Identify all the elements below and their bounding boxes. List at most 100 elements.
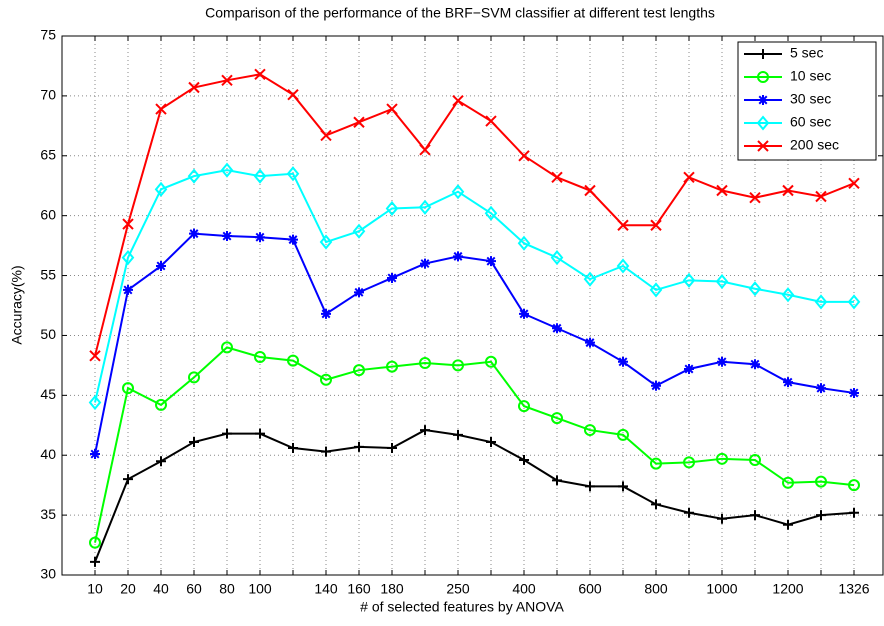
x-tick-label: 400 — [512, 581, 536, 597]
data-point — [552, 323, 562, 334]
y-tick-label: 35 — [40, 506, 56, 522]
x-tick-label: 600 — [578, 581, 602, 597]
data-point — [683, 171, 695, 184]
data-point — [485, 115, 497, 127]
legend-label: 30 sec — [790, 91, 831, 107]
data-point — [222, 428, 232, 439]
data-point — [552, 475, 562, 486]
data-point — [385, 200, 399, 217]
data-point — [617, 219, 629, 231]
data-point — [519, 455, 529, 466]
data-point — [255, 232, 265, 243]
data-point — [155, 398, 167, 411]
legend-label: 200 sec — [790, 137, 839, 153]
x-axis-label: # of selected features by ANOVA — [360, 599, 564, 615]
data-point — [155, 103, 167, 115]
data-point — [188, 371, 200, 384]
data-point — [749, 191, 761, 204]
data-point — [849, 387, 859, 398]
y-tick-label: 45 — [40, 386, 56, 402]
y-tick-label: 50 — [40, 326, 56, 342]
chart-title: Comparison of the performance of the BRF… — [205, 5, 715, 21]
data-point — [387, 272, 397, 283]
data-point — [781, 287, 795, 303]
legend-label: 60 sec — [790, 114, 831, 130]
x-tick-label: 100 — [248, 581, 272, 597]
data-point — [321, 308, 331, 319]
legend-marker — [758, 95, 768, 105]
data-point — [684, 363, 694, 374]
data-point — [286, 166, 300, 182]
data-point — [849, 507, 859, 518]
y-axis-label: Accuracy(%) — [9, 265, 25, 344]
data-point — [221, 341, 233, 354]
data-point — [649, 282, 663, 298]
data-point — [387, 443, 397, 454]
data-point — [287, 354, 299, 367]
data-point — [386, 360, 398, 373]
data-point — [486, 437, 496, 448]
data-point — [319, 234, 333, 250]
data-point — [254, 351, 266, 364]
data-point — [616, 258, 630, 274]
data-point — [518, 150, 530, 162]
series-line — [94, 73, 855, 357]
data-point — [122, 218, 134, 230]
data-point — [156, 260, 166, 271]
data-point — [255, 428, 265, 439]
data-point — [253, 168, 267, 184]
data-point — [750, 359, 760, 370]
data-point — [220, 162, 234, 178]
data-point — [187, 168, 201, 184]
data-point — [89, 536, 101, 549]
data-point — [288, 443, 298, 454]
data-point — [651, 380, 661, 391]
data-point — [353, 364, 365, 377]
data-point — [123, 474, 133, 485]
data-point — [750, 510, 760, 521]
y-tick-label: 65 — [40, 146, 56, 162]
data-point — [320, 373, 332, 386]
data-point — [551, 171, 563, 184]
data-point — [484, 205, 498, 221]
legend-marker — [756, 115, 770, 131]
data-point — [717, 513, 727, 524]
data-point — [419, 356, 431, 369]
data-point — [453, 251, 463, 262]
data-point — [123, 284, 133, 295]
data-point — [517, 235, 531, 251]
data-point — [451, 184, 465, 200]
legend-marker — [758, 49, 768, 59]
data-point — [386, 103, 398, 115]
data-point — [353, 116, 365, 128]
x-tick-label: 20 — [120, 581, 136, 597]
y-tick-label: 70 — [40, 87, 56, 103]
data-point — [816, 510, 826, 521]
data-point — [617, 428, 629, 441]
data-point — [716, 184, 728, 197]
data-point — [682, 272, 696, 288]
x-tick-label: 180 — [380, 581, 404, 597]
x-tick-label: 140 — [314, 581, 338, 597]
data-point — [848, 177, 860, 190]
data-point — [485, 355, 497, 368]
data-point — [651, 499, 661, 510]
legend-label: 10 sec — [790, 68, 831, 84]
data-point — [683, 456, 695, 469]
data-point — [354, 287, 364, 298]
data-point — [715, 273, 729, 290]
data-point — [847, 294, 861, 310]
data-point — [188, 81, 200, 94]
data-point — [618, 481, 628, 492]
y-tick-label: 30 — [40, 566, 56, 582]
data-point — [452, 94, 464, 107]
data-point — [352, 223, 366, 239]
data-point — [749, 454, 761, 467]
x-tick-label: 800 — [644, 581, 668, 597]
data-point — [814, 294, 828, 310]
data-point — [518, 400, 530, 413]
data-point — [717, 356, 727, 367]
legend: 5 sec 10 sec 30 sec 60 sec 200 sec — [737, 41, 877, 161]
data-point — [420, 258, 430, 269]
